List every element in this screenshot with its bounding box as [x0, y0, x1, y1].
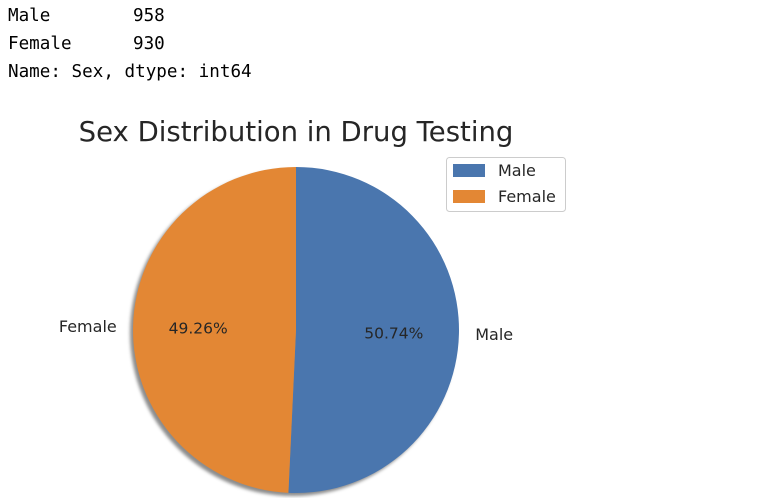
legend: Male Female — [446, 157, 566, 212]
legend-swatch-female — [453, 190, 485, 203]
pie-slice-male — [288, 167, 459, 493]
legend-label-male: Male — [498, 161, 536, 180]
series-row-key: Female — [8, 34, 72, 54]
series-row-value: 958 — [133, 6, 165, 26]
pie-group: Male 50.74% Female 49.26% — [59, 167, 513, 496]
series-row: Female 930 — [8, 30, 252, 58]
slice-percent-female: 49.26% — [169, 320, 228, 338]
series-row-key: Male — [8, 6, 51, 26]
pie-slice-female — [132, 167, 296, 493]
slice-label-female: Female — [59, 317, 117, 336]
slice-label-male: Male — [475, 325, 513, 344]
series-row: Male 958 — [8, 2, 252, 30]
legend-label-female: Female — [498, 187, 556, 206]
series-row-value: 930 — [133, 34, 165, 54]
slice-percent-male: 50.74% — [364, 324, 423, 342]
chart-title: Sex Distribution in Drug Testing — [79, 116, 514, 148]
legend-swatch-male — [453, 164, 485, 177]
series-footer: Name: Sex, dtype: int64 — [8, 62, 252, 82]
console-output: Male 958 Female 930 Name: Sex, dtype: int64 — [8, 2, 252, 86]
